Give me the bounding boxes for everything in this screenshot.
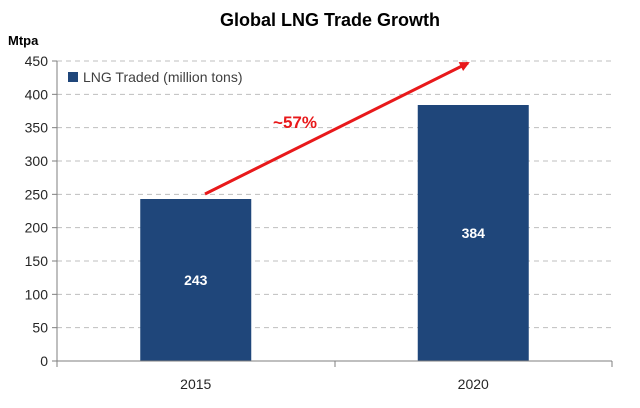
y-axis-tick-label: 150 [25, 253, 49, 269]
bars: 243 384 [140, 105, 529, 361]
bar-data-label: 243 [184, 272, 208, 288]
bar-2015 [140, 199, 252, 361]
y-axis-tick-label: 100 [25, 286, 49, 302]
growth-annotation: ~57% [273, 113, 317, 132]
x-axis-tick-label: 2020 [458, 376, 489, 392]
y-axis-tick-label: 450 [25, 53, 49, 69]
y-axis-tick-label: 250 [25, 186, 49, 202]
y-axis-ticks: 0 50 100 150 200 250 300 350 400 450 [25, 53, 57, 369]
bar-data-label: 384 [462, 225, 486, 241]
chart-title: Global LNG Trade Growth [220, 10, 440, 30]
bar-2020 [417, 105, 529, 361]
legend: LNG Traded (million tons) [68, 69, 243, 85]
y-axis-tick-label: 350 [25, 120, 49, 136]
legend-swatch [68, 72, 78, 82]
y-axis-tick-label: 50 [32, 320, 48, 336]
legend-label: LNG Traded (million tons) [83, 69, 243, 85]
y-axis-tick-label: 400 [25, 86, 49, 102]
y-axis-tick-label: 200 [25, 220, 49, 236]
x-axis-tick-label: 2015 [180, 376, 211, 392]
y-axis-unit-label: Mtpa [8, 33, 39, 48]
x-axis-ticks: 2015 2020 [180, 376, 489, 392]
growth-arrow [204, 61, 470, 196]
y-axis-tick-label: 0 [40, 353, 48, 369]
y-axis-tick-label: 300 [25, 153, 49, 169]
